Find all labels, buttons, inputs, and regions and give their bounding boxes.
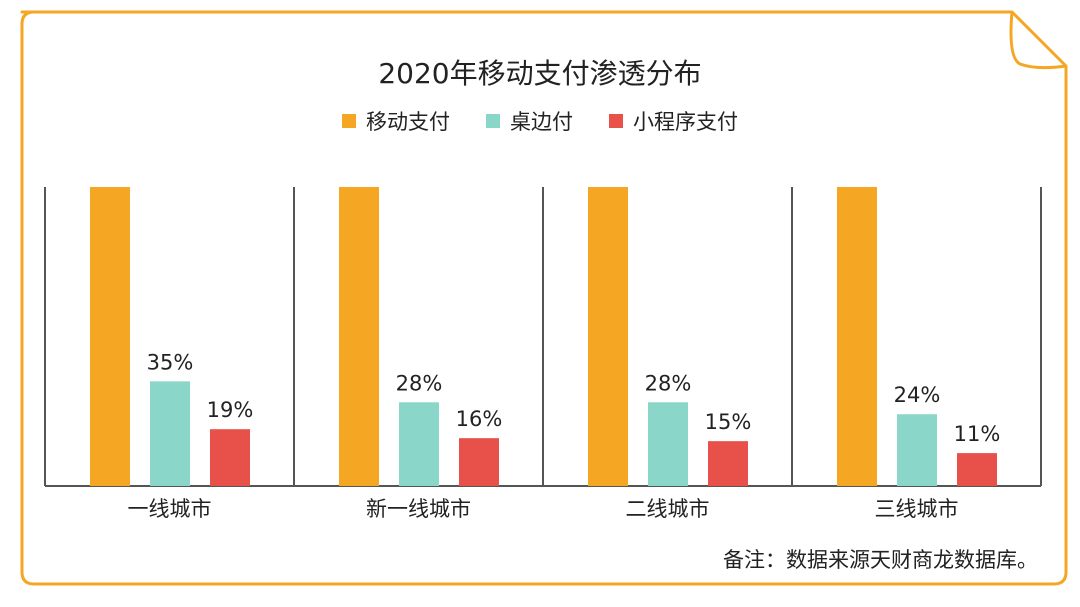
chart-title: 2020年移动支付渗透分布 [378, 57, 702, 90]
legend-label-mobile-payment: 移动支付 [366, 110, 450, 134]
data-label-mini-program-pay-0: 19% [207, 398, 254, 422]
legend-swatch-table-pay [486, 114, 500, 128]
legend-swatch-mobile-payment [342, 114, 356, 128]
category-label-1: 新一线城市 [366, 497, 471, 521]
bar-mobile-payment-1 [339, 187, 379, 486]
bar-mini-program-pay-0 [210, 429, 250, 486]
data-label-table-pay-2: 28% [645, 371, 692, 395]
bar-mini-program-pay-3 [957, 453, 997, 486]
legend-item-table-pay: 桌边付 [486, 106, 573, 136]
bar-table-pay-2 [648, 402, 688, 486]
bar-table-pay-1 [399, 402, 439, 486]
category-label-0: 一线城市 [128, 497, 212, 521]
bar-mini-program-pay-2 [708, 441, 748, 486]
data-label-mini-program-pay-1: 16% [456, 407, 503, 431]
data-label-mini-program-pay-3: 11% [954, 422, 1001, 446]
legend-swatch-mini-program-pay [609, 114, 623, 128]
category-label-2: 二线城市 [626, 497, 710, 521]
card-folded-corner [1009, 11, 1067, 70]
legend-label-table-pay: 桌边付 [510, 110, 573, 134]
category-label-3: 三线城市 [875, 497, 959, 521]
data-label-table-pay-3: 24% [894, 383, 941, 407]
data-label-table-pay-1: 28% [396, 371, 443, 395]
bar-table-pay-0 [150, 381, 190, 486]
data-label-mini-program-pay-2: 15% [705, 410, 752, 434]
chart-legend: 移动支付 桌边付 小程序支付 [0, 106, 1080, 136]
bar-mobile-payment-3 [837, 187, 877, 486]
bar-table-pay-3 [897, 414, 937, 486]
bar-mini-program-pay-1 [459, 438, 499, 486]
legend-label-mini-program-pay: 小程序支付 [633, 110, 738, 134]
source-note: 备注：数据来源天财商龙数据库。 [723, 548, 1038, 572]
bar-mobile-payment-2 [588, 187, 628, 486]
card-border [20, 10, 1068, 586]
legend-item-mobile-payment: 移动支付 [342, 106, 450, 136]
data-label-table-pay-0: 35% [147, 350, 194, 374]
legend-item-mini-program-pay: 小程序支付 [609, 106, 738, 136]
bar-mobile-payment-0 [90, 187, 130, 486]
